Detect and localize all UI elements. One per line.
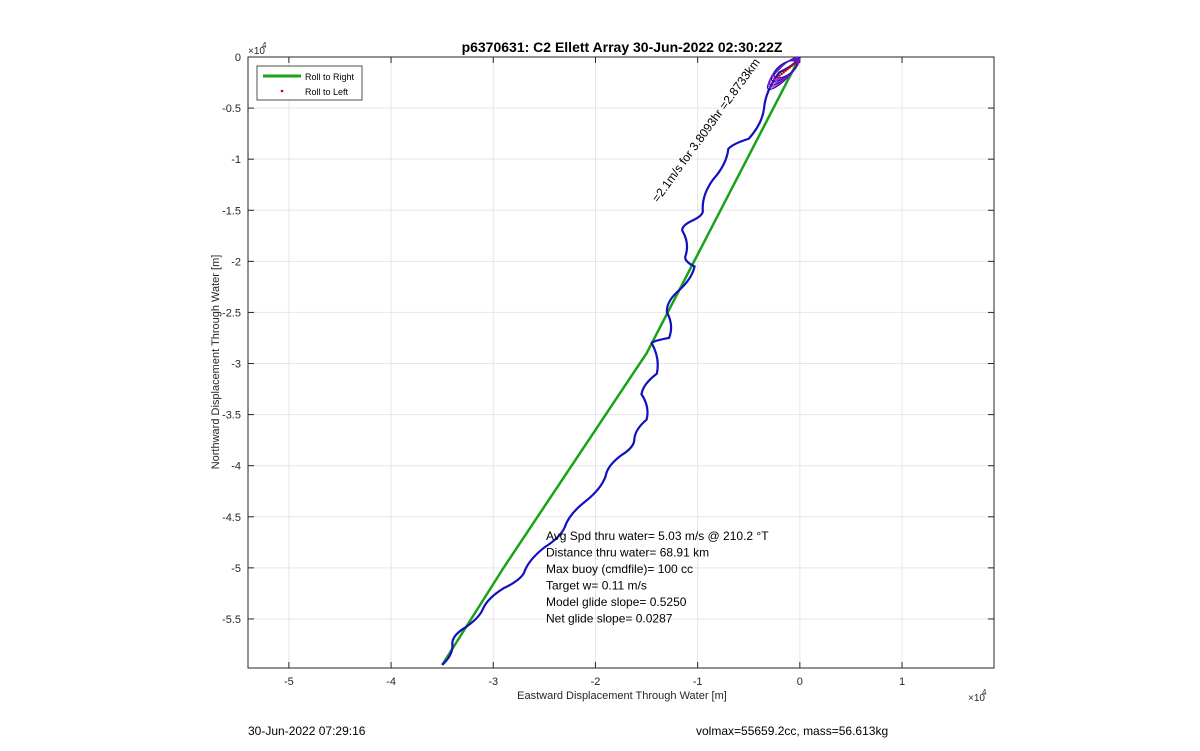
x-exponent: ×10 4 bbox=[968, 688, 987, 704]
y-tick-label: -3.5 bbox=[222, 410, 241, 422]
x-tick-label: -5 bbox=[284, 676, 294, 688]
y-tick-label: -1.5 bbox=[222, 205, 241, 217]
y-tick-label: -2.5 bbox=[222, 307, 241, 319]
y-tick-label: -5 bbox=[231, 563, 241, 575]
stats-line: Avg Spd thru water= 5.03 m/s @ 210.2 °T bbox=[546, 529, 769, 543]
stats-line: Net glide slope= 0.0287 bbox=[546, 612, 673, 626]
legend-label-roll-left: Roll to Left bbox=[305, 87, 349, 97]
roll-left-dot bbox=[780, 72, 783, 76]
x-tick-label: -4 bbox=[386, 676, 396, 688]
series-group bbox=[441, 56, 801, 666]
loop-cluster bbox=[766, 56, 801, 90]
track-annotation: =2.1m/s for 3.8093hr =2.8733km bbox=[649, 56, 763, 205]
chart-title: p6370631: C2 Ellett Array 30-Jun-2022 02… bbox=[462, 39, 783, 55]
roll-left-dot bbox=[792, 63, 795, 66]
y-exponent-power: 4 bbox=[262, 41, 267, 50]
series-roll-to-right bbox=[441, 56, 801, 666]
y-tick-label: -3 bbox=[231, 359, 241, 371]
roll-left-dot bbox=[790, 64, 793, 68]
y-exponent: ×10 4 bbox=[248, 41, 267, 57]
legend-label-roll-right: Roll to Right bbox=[305, 72, 355, 82]
stats-line: Target w= 0.11 m/s bbox=[546, 579, 647, 593]
x-tick-label: 0 bbox=[797, 676, 803, 688]
x-tick-label: 1 bbox=[899, 676, 905, 688]
roll-left-dot bbox=[776, 76, 779, 79]
ticks: -5 -4 -3 -2 -1 0 1 0 -0.5 -1 -1.5 -2 -2.5 -3 -3.5 -4 -4.… bbox=[222, 52, 994, 688]
stats-line: Model glide slope= 0.5250 bbox=[546, 595, 687, 609]
y-tick-label: -4.5 bbox=[222, 512, 241, 524]
x-exponent-power: 4 bbox=[982, 688, 987, 697]
roll-left-dot bbox=[794, 61, 797, 65]
roll-left-dot bbox=[782, 71, 785, 74]
roll-left-dot bbox=[778, 74, 781, 77]
stats-line: Max buoy (cmdfile)= 100 cc bbox=[546, 562, 693, 576]
footer-vol-mass: volmax=55659.2cc, mass=56.613kg bbox=[696, 724, 889, 738]
x-tick-label: -3 bbox=[488, 676, 498, 688]
x-tick-label: -1 bbox=[693, 676, 703, 688]
x-tick-label: -2 bbox=[591, 676, 601, 688]
y-tick-label: -1 bbox=[231, 154, 241, 166]
stats-line: Distance thru water= 68.91 km bbox=[546, 546, 709, 560]
legend: Roll to Right Roll to Left bbox=[256, 65, 363, 101]
y-tick-label: -0.5 bbox=[222, 103, 241, 115]
y-tick-label: -2 bbox=[231, 256, 241, 268]
legend-box bbox=[256, 65, 363, 101]
series-track bbox=[441, 56, 801, 666]
plot-frame bbox=[247, 56, 995, 669]
grid bbox=[248, 56, 994, 668]
legend-swatch-roll-left bbox=[280, 89, 284, 93]
roll-left-dot bbox=[786, 68, 789, 71]
y-tick-label: -4 bbox=[231, 461, 241, 473]
stats-block: Avg Spd thru water= 5.03 m/s @ 210.2 °T D… bbox=[546, 529, 769, 626]
footer-timestamp: 30-Jun-2022 07:29:16 bbox=[248, 724, 366, 738]
y-tick-label: -5.5 bbox=[222, 614, 241, 626]
y-exponent-base: ×10 bbox=[248, 46, 265, 57]
y-tick-label: 0 bbox=[235, 52, 241, 64]
roll-left-dot bbox=[788, 66, 791, 69]
x-axis-label: Eastward Displacement Through Water [m] bbox=[517, 690, 727, 702]
x-exponent-base: ×10 bbox=[968, 693, 985, 704]
roll-left-dot bbox=[784, 69, 787, 73]
y-axis-label: Northward Displacement Through Water [m] bbox=[210, 255, 222, 470]
